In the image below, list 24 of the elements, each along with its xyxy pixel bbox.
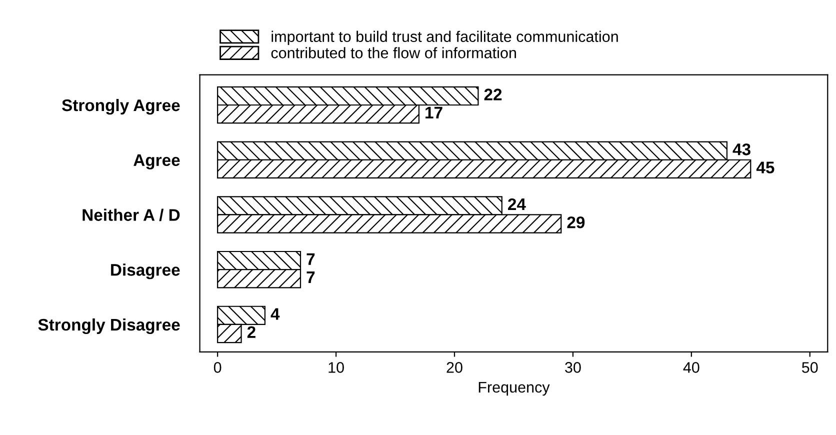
- x-tick-label: 50: [802, 362, 818, 373]
- x-tick-label: 20: [446, 362, 462, 373]
- data-label: 29: [567, 216, 585, 228]
- y-tick-label: Disagree: [111, 264, 180, 280]
- data-label: 45: [756, 162, 774, 174]
- x-tick-label: 10: [328, 362, 344, 373]
- data-label: 17: [426, 106, 442, 118]
- x-tick-label: 0: [214, 362, 222, 373]
- x-tick-label: 40: [683, 362, 700, 373]
- data-label: 43: [732, 143, 750, 156]
- y-tick-label: Agree: [134, 154, 180, 170]
- data-label: 2: [247, 326, 256, 338]
- y-tick-label: Strongly Agree: [62, 98, 180, 115]
- legend-label: contributed to the flow of information: [271, 47, 516, 58]
- y-tick-label: Neither A / D: [82, 208, 180, 222]
- data-label: 7: [306, 272, 315, 283]
- data-label: 4: [270, 308, 280, 320]
- y-tick-label: Strongly Disagree: [38, 318, 180, 334]
- data-label: 24: [508, 198, 526, 210]
- x-axis-title: Frequency: [478, 382, 550, 396]
- data-label: 22: [484, 88, 502, 100]
- x-tick-label: 30: [565, 362, 581, 373]
- data-label: 7: [306, 253, 315, 265]
- legend-label: important to build trust and facilitate communication: [272, 30, 618, 46]
